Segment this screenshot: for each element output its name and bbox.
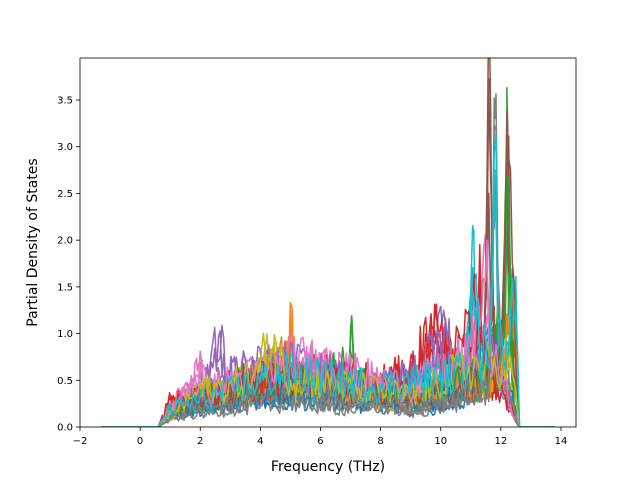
y-tick-label: 0.5	[57, 376, 73, 387]
x-axis-ticks: −2 0 2 4 6 8 10 12 14	[73, 427, 568, 447]
x-tick-label: 4	[257, 436, 263, 447]
y-tick-label: 1.5	[57, 282, 73, 293]
x-tick-label: 0	[137, 436, 143, 447]
series-line-10-pass-2	[101, 134, 554, 427]
x-axis-label: Frequency (THz)	[271, 459, 385, 475]
x-tick-label: 10	[434, 436, 447, 447]
series-layer	[101, 58, 555, 427]
y-tick-label: 0.0	[57, 423, 73, 434]
x-tick-label: 14	[555, 436, 568, 447]
x-tick-label: 6	[317, 436, 323, 447]
y-tick-label: 3.0	[57, 142, 73, 153]
x-tick-label: 8	[377, 436, 383, 447]
y-tick-label: 2.0	[57, 236, 73, 247]
y-axis-label: Partial Density of States	[25, 158, 41, 326]
y-axis-ticks: 0.0 0.5 1.0 1.5 2.0 2.5 3.0 3.5	[57, 96, 80, 434]
x-tick-label: 2	[197, 436, 203, 447]
x-tick-label: −2	[73, 436, 88, 447]
y-tick-label: 3.5	[57, 96, 73, 107]
x-tick-label: 12	[494, 436, 507, 447]
series-line-8-pass-2	[101, 124, 554, 427]
y-tick-label: 2.5	[57, 189, 73, 200]
axes-frame	[79, 57, 577, 428]
series-line-9-pass-2	[101, 332, 554, 427]
y-tick-label: 1.0	[57, 329, 73, 340]
